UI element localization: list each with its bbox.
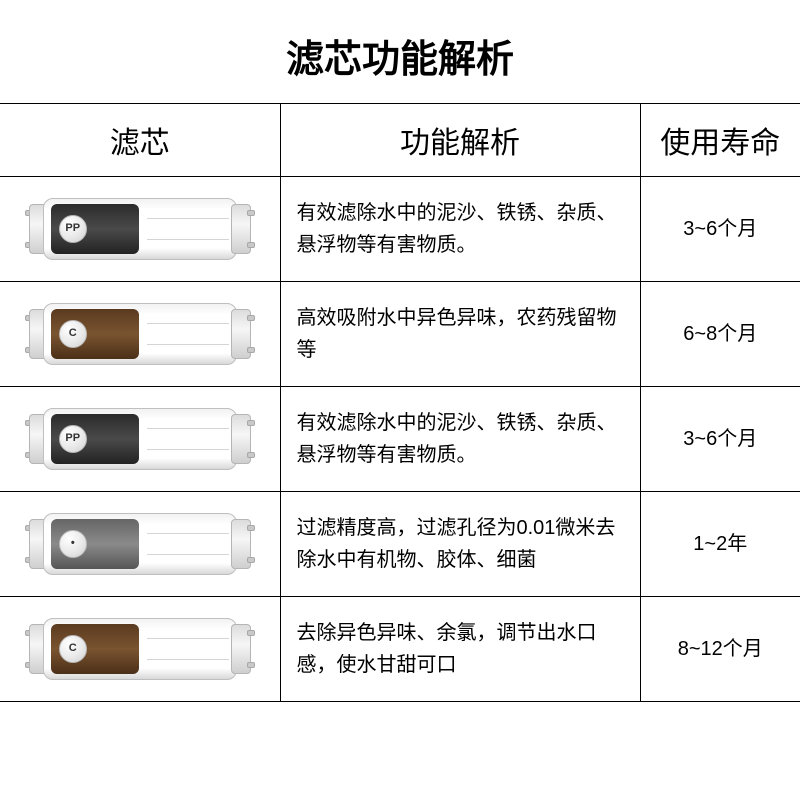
table-row: PP 有效滤除水中的泥沙、铁锈、杂质、悬浮物等有害物质。 3~6个月 [0,387,800,492]
table-row: PP 有效滤除水中的泥沙、铁锈、杂质、悬浮物等有害物质。 3~6个月 [0,177,800,282]
filter-badge: C [59,635,87,663]
col-header-filter: 滤芯 [0,104,280,177]
table-row: C 高效吸附水中异色异味，农药残留物等 6~8个月 [0,282,800,387]
col-header-desc: 功能解析 [280,104,640,177]
filter-cartridge-icon: • [25,513,255,575]
filter-cartridge-icon: C [25,618,255,680]
filter-image-cell: • [0,492,280,597]
col-header-life: 使用寿命 [640,104,800,177]
filter-lifespan: 6~8个月 [640,282,800,387]
filter-badge: C [59,320,87,348]
filter-description: 高效吸附水中异色异味，农药残留物等 [280,282,640,387]
filter-image-cell: PP [0,177,280,282]
table-row: C 去除异色异味、余氯，调节出水口感，使水甘甜可口 8~12个月 [0,597,800,702]
filter-badge: PP [59,425,87,453]
filter-badge: PP [59,215,87,243]
filter-description: 过滤精度高，过滤孔径为0.01微米去除水中有机物、胶体、细菌 [280,492,640,597]
filter-lifespan: 3~6个月 [640,177,800,282]
filter-description: 去除异色异味、余氯，调节出水口感，使水甘甜可口 [280,597,640,702]
filter-lifespan: 1~2年 [640,492,800,597]
filter-description: 有效滤除水中的泥沙、铁锈、杂质、悬浮物等有害物质。 [280,177,640,282]
filter-cartridge-icon: PP [25,408,255,470]
filter-image-cell: C [0,597,280,702]
filter-table: 滤芯 功能解析 使用寿命 PP 有效滤除水中的泥沙、铁锈、杂质、悬浮物等有害物质… [0,103,800,702]
table-row: • 过滤精度高，过滤孔径为0.01微米去除水中有机物、胶体、细菌 1~2年 [0,492,800,597]
filter-cartridge-icon: C [25,303,255,365]
filter-lifespan: 8~12个月 [640,597,800,702]
filter-image-cell: C [0,282,280,387]
filter-description: 有效滤除水中的泥沙、铁锈、杂质、悬浮物等有害物质。 [280,387,640,492]
filter-image-cell: PP [0,387,280,492]
table-header-row: 滤芯 功能解析 使用寿命 [0,104,800,177]
filter-badge: • [59,530,87,558]
page-title: 滤芯功能解析 [0,0,800,103]
filter-lifespan: 3~6个月 [640,387,800,492]
filter-cartridge-icon: PP [25,198,255,260]
